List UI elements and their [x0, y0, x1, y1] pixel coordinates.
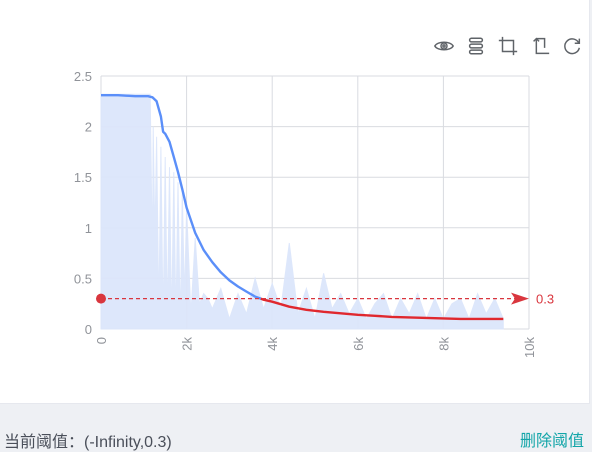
y-tick-label: 0: [85, 322, 92, 337]
loss-line-below-threshold: [260, 297, 504, 321]
y-tick-label: 2: [85, 120, 92, 135]
x-tick-label: 2k: [180, 337, 195, 351]
loss-line-above-threshold: [101, 94, 262, 300]
loss-chart: 0 0.5 1 1.5 2 2.5 0 2k 4k 6k 8k 10k 0.3: [74, 69, 554, 358]
x-tick-label: 0: [94, 337, 109, 344]
x-tick-label: 6k: [351, 337, 366, 351]
y-tick-label: 0.5: [74, 271, 92, 286]
x-tick-label: 10k: [522, 337, 537, 358]
eye-icon: [433, 41, 455, 51]
delete-threshold-link[interactable]: 删除阈值: [519, 433, 584, 450]
toggle-visibility-button[interactable]: [432, 34, 456, 58]
area-select-button[interactable]: [496, 34, 520, 58]
crop-icon: [498, 36, 518, 56]
x-tick-label: 4k: [265, 337, 280, 351]
y-tick-label: 1.5: [74, 170, 92, 185]
chart-panel: [0, 0, 590, 404]
restore-button[interactable]: [560, 34, 584, 58]
zoom-reset-button[interactable]: [528, 34, 552, 58]
threshold-value-label: 0.3: [536, 292, 554, 307]
raw-loss-area: [100, 93, 504, 330]
x-tick-label: 8k: [436, 337, 451, 351]
data-zoom-button[interactable]: [464, 34, 488, 58]
threshold-arrow: [511, 292, 529, 305]
y-tick-label: 1: [85, 221, 92, 236]
layers-icon: [468, 37, 484, 55]
y-tick-label: 2.5: [74, 69, 92, 84]
chart-toolbox: [432, 34, 584, 58]
current-threshold-text: 当前阈值：(-Infinity,0.3): [4, 434, 172, 451]
threshold-start-dot: [96, 293, 106, 304]
rotate-crop-icon: [533, 37, 550, 55]
refresh-icon: [564, 38, 581, 55]
